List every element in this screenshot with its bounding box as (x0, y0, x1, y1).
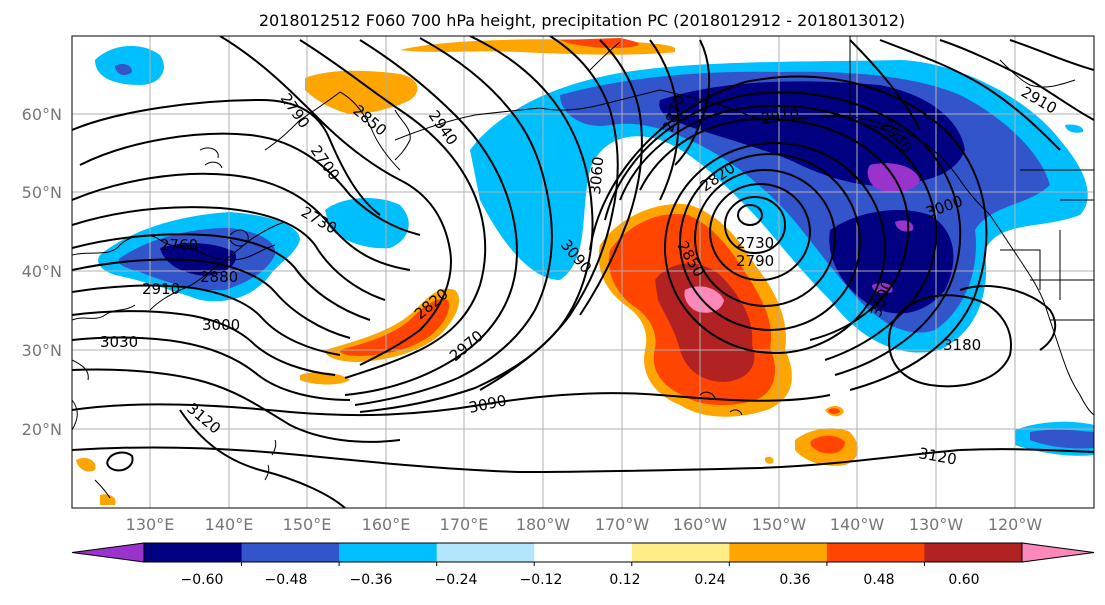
lon-tick-label: 130°E (126, 515, 175, 534)
colorbar-tick-label: 0.60 (948, 572, 979, 588)
colorbar-tick-labels: −0.60 −0.48 −0.36 −0.24 −0.12 0.12 0.24 … (181, 572, 980, 588)
lon-tick-label: 170°E (440, 515, 489, 534)
map-gridlines (72, 36, 1094, 508)
contour-label: 3180 (943, 336, 981, 354)
map-frame (71, 35, 1095, 509)
precip-positive-fills (76, 38, 858, 505)
colorbar-tick-label: 0.24 (694, 572, 725, 588)
colorbar-segment (436, 543, 535, 562)
colorbar-segment (241, 543, 340, 562)
colorbar-segment (144, 543, 243, 562)
colorbar-segment (826, 543, 925, 562)
colorbar-tick-label: 0.48 (863, 572, 894, 588)
colorbar-tick-label: 0.12 (609, 572, 640, 588)
lon-tick-label: 130°W (909, 515, 964, 534)
contour-label: 3060 (586, 156, 607, 196)
lat-tick-label: 30°N (22, 341, 62, 360)
lon-tick-label: 150°E (283, 515, 332, 534)
lon-tick-label: 160°E (362, 515, 411, 534)
lon-tick-label: 140°W (830, 515, 885, 534)
colorbar-tick-label: −0.24 (435, 572, 478, 588)
colorbar-extend-min (71, 542, 145, 563)
colorbar-segment (631, 543, 730, 562)
latitude-axis: 60°N 50°N 40°N 30°N 20°N (22, 105, 62, 439)
lon-tick-label: 140°E (205, 515, 254, 534)
contour-label: 2910 (142, 280, 180, 298)
colorbar-tick-label: −0.48 (265, 572, 308, 588)
colorbar-tick-label: 0.36 (779, 572, 810, 588)
colorbar-border (143, 542, 1023, 563)
lat-tick-label: 40°N (22, 262, 62, 281)
colorbar-segment (924, 543, 1023, 562)
colorbar-extend-max (1021, 542, 1095, 563)
lon-tick-label: 150°W (752, 515, 807, 534)
map-title: 2018012512 F060 700 hPa height, precipit… (259, 11, 905, 30)
lon-tick-label: 160°W (673, 515, 728, 534)
map-area: 2790 2850 2940 2700 2730 2760 2880 2910 … (72, 36, 1094, 508)
colorbar-segment (339, 543, 438, 562)
coastlines (72, 36, 1094, 499)
colorbar-tick-label: −0.36 (350, 572, 393, 588)
lat-tick-label: 20°N (22, 420, 62, 439)
lon-tick-label: 120°W (988, 515, 1043, 534)
lon-tick-label: 170°W (595, 515, 650, 534)
contour-label: 2790 (736, 252, 774, 270)
height-contours (72, 36, 1094, 508)
lon-tick-label: 180°W (516, 515, 571, 534)
lat-tick-label: 60°N (22, 105, 62, 124)
contour-label: 3000 (202, 316, 240, 334)
colorbar: −0.60 −0.48 −0.36 −0.24 −0.12 0.12 0.24 … (71, 542, 1095, 588)
contour-label: 2910 (760, 105, 800, 128)
contour-label: 3030 (100, 333, 138, 351)
colorbar-segment (534, 543, 633, 562)
lat-tick-label: 50°N (22, 183, 62, 202)
colorbar-segments (71, 542, 1095, 566)
colorbar-tick-label: −0.12 (520, 572, 563, 588)
colorbar-segment (729, 543, 828, 562)
colorbar-tick-label: −0.60 (181, 572, 224, 588)
contour-label: 2730 (736, 234, 774, 252)
longitude-axis: 130°E 140°E 150°E 160°E 170°E 180°W 170°… (126, 515, 1043, 534)
contour-label: 2760 (160, 236, 198, 254)
contour-label: 2880 (200, 268, 238, 286)
